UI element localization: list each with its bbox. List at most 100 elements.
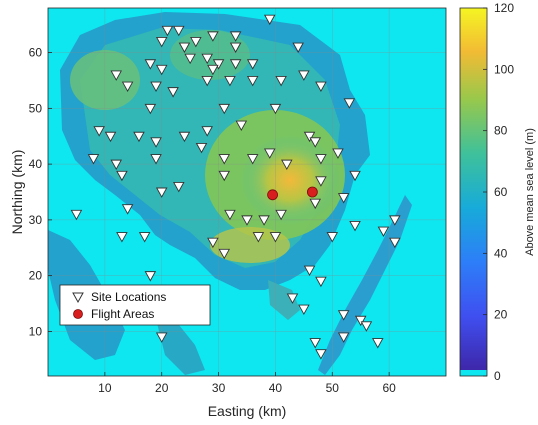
site-location-marker bbox=[246, 59, 259, 70]
plot-frame bbox=[47, 7, 447, 377]
elevation-raster bbox=[48, 8, 446, 376]
y-tick-label: 30 bbox=[29, 213, 43, 227]
site-location-marker bbox=[252, 232, 265, 243]
site-location-marker bbox=[292, 42, 304, 53]
colorbar-tick-label: 0 bbox=[494, 369, 501, 383]
site-location-marker bbox=[70, 209, 83, 221]
axis-ticks: 10 20 30 40 50 60 10 20 30 40 50 60 bbox=[29, 46, 396, 395]
flight-area-marker bbox=[306, 186, 318, 198]
south-island bbox=[155, 315, 205, 375]
site-location-marker bbox=[377, 226, 390, 237]
site-location-marker bbox=[235, 120, 248, 132]
site-location-marker bbox=[389, 237, 401, 249]
colorbar-tick-label: 20 bbox=[494, 308, 508, 322]
x-tick-label: 40 bbox=[269, 381, 283, 395]
site-location-marker bbox=[184, 53, 196, 65]
legend: Site Locations Flight Areas bbox=[59, 284, 211, 326]
site-location-marker bbox=[337, 193, 350, 204]
site-location-marker bbox=[144, 103, 157, 115]
site-location-marker bbox=[275, 76, 287, 87]
colorbar-tick-label: 120 bbox=[494, 1, 514, 15]
site-location-marker bbox=[121, 81, 134, 92]
site-location-marker bbox=[212, 59, 225, 70]
site-location-marker bbox=[241, 215, 253, 226]
site-location-marker bbox=[155, 187, 168, 198]
site-location-marker bbox=[155, 332, 168, 343]
site-location-marker bbox=[150, 154, 162, 165]
legend-flight-marker bbox=[73, 309, 83, 319]
site-location-marker bbox=[303, 131, 316, 143]
site-location-marker bbox=[224, 76, 236, 87]
site-location-marker bbox=[218, 103, 231, 115]
y-tick-label: 50 bbox=[29, 101, 43, 115]
site-location-marker bbox=[360, 321, 373, 332]
site-location-marker bbox=[167, 87, 179, 98]
colorbar: 0 20 40 60 80 100 120 Above mean sea level (m) bbox=[459, 1, 536, 383]
colorbar-tick-label: 60 bbox=[494, 185, 508, 199]
legend-site-marker bbox=[72, 292, 84, 304]
site-location-marker bbox=[343, 98, 356, 109]
site-location-marker bbox=[144, 271, 157, 282]
site-location-marker bbox=[309, 338, 321, 349]
x-tick-label: 10 bbox=[98, 381, 112, 395]
site-location-marker bbox=[133, 131, 145, 143]
east-island bbox=[318, 195, 412, 375]
site-location-marker bbox=[229, 31, 242, 42]
site-location-marker bbox=[303, 265, 316, 276]
site-location-marker bbox=[155, 37, 168, 48]
site-location-marker bbox=[218, 154, 231, 165]
site-location-marker bbox=[263, 14, 276, 26]
site-location-marker bbox=[138, 232, 151, 243]
site-location-marker bbox=[173, 25, 185, 37]
site-location-marker bbox=[332, 148, 344, 159]
site-location-marker bbox=[326, 232, 339, 243]
site-location-marker bbox=[372, 338, 384, 349]
site-location-marker bbox=[155, 64, 168, 76]
y-tick-label: 40 bbox=[29, 157, 43, 171]
site-location-marker bbox=[150, 137, 162, 148]
colorbar-ticks: 0 20 40 60 80 100 120 bbox=[483, 1, 514, 383]
y-axis-title: Northing (km) bbox=[9, 150, 25, 235]
site-location-marker bbox=[218, 170, 231, 182]
islet bbox=[268, 280, 300, 320]
site-location-marker bbox=[246, 154, 259, 165]
site-location-marker bbox=[116, 170, 128, 182]
y-tick-label: 10 bbox=[29, 324, 43, 338]
southern-ridge bbox=[210, 227, 290, 263]
site-location-marker bbox=[87, 154, 100, 165]
site-location-marker bbox=[110, 70, 122, 81]
x-tick-label: 20 bbox=[155, 381, 169, 395]
site-location-marker bbox=[315, 349, 327, 360]
site-location-marker bbox=[104, 131, 117, 143]
site-location-marker bbox=[263, 148, 276, 159]
colorbar-tick-label: 100 bbox=[494, 62, 514, 76]
site-location-marker bbox=[173, 181, 185, 193]
site-location-marker bbox=[93, 126, 105, 137]
site-location-marker bbox=[224, 209, 236, 221]
site-location-marker bbox=[337, 310, 350, 321]
colorbar-title: Above mean sea level (m) bbox=[524, 128, 536, 256]
legend-site-label: Site Locations bbox=[91, 290, 166, 304]
site-location-marker bbox=[269, 232, 282, 243]
legend-box bbox=[59, 284, 211, 326]
colorbar-tick-label: 40 bbox=[494, 246, 508, 260]
site-location-marker bbox=[229, 59, 242, 70]
colorbar-sea-band bbox=[460, 370, 487, 376]
site-location-marker bbox=[349, 170, 361, 182]
site-location-marker bbox=[275, 209, 287, 221]
site-location-marker bbox=[269, 103, 282, 115]
site-location-marker bbox=[161, 25, 174, 37]
site-location-marker bbox=[389, 215, 401, 226]
legend-flight-label: Flight Areas bbox=[91, 307, 154, 321]
site-location-marker bbox=[315, 81, 327, 92]
site-location-marker bbox=[150, 81, 162, 92]
site-location-marker bbox=[201, 126, 213, 137]
marker-layer bbox=[70, 14, 401, 360]
site-location-marker bbox=[201, 53, 213, 65]
site-location-marker bbox=[207, 64, 219, 76]
site-location-marker bbox=[246, 76, 259, 87]
site-location-marker bbox=[315, 154, 327, 165]
site-location-marker bbox=[298, 70, 310, 81]
flight-area-marker bbox=[267, 189, 278, 201]
colorbar-gradient bbox=[460, 8, 487, 371]
